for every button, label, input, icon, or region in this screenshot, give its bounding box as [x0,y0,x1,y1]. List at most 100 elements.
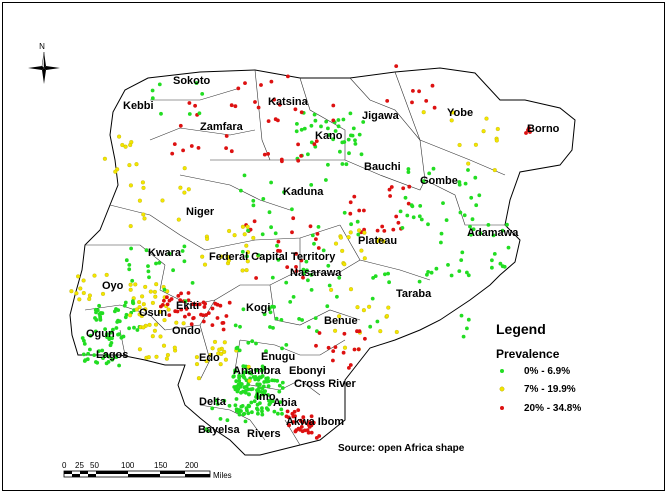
prevalence-point-mid [176,217,181,222]
prevalence-point-high [331,118,336,123]
prevalence-point-high [178,123,183,128]
prevalence-point-low [344,162,349,167]
prevalence-point-low [256,411,260,416]
prevalence-point-high [407,184,412,189]
prevalence-point-high [202,305,207,309]
prevalence-point-low [307,325,311,329]
prevalence-point-low [282,190,286,195]
prevalence-point-low [233,323,238,328]
prevalence-point-low [146,264,150,268]
prevalence-point-low [319,124,323,129]
prevalence-point-mid [338,235,343,240]
prevalence-point-mid [202,262,208,267]
prevalence-point-high [524,131,528,135]
prevalence-point-mid [342,345,348,350]
prevalence-point-low [243,419,248,424]
prevalence-point-high [296,142,300,147]
prevalence-point-low [214,398,219,403]
state-label-gombe: Gombe [420,175,458,187]
prevalence-point-low [490,258,494,263]
prevalence-point-mid [457,142,462,148]
prevalence-point-low [254,368,259,373]
prevalence-point-low [457,269,462,273]
prevalence-point-high [424,99,429,103]
prevalence-point-low [315,329,319,333]
prevalence-point-low [280,380,285,385]
prevalence-point-low [238,385,243,389]
prevalence-point-low [113,309,117,314]
prevalence-point-high [210,306,215,311]
prevalence-point-high [430,83,435,88]
state-label-sokoto: Sokoto [173,75,211,87]
prevalence-point-mid [143,307,148,312]
prevalence-point-low [458,210,463,215]
prevalence-point-high [411,89,415,93]
prevalence-point-low [276,258,281,262]
prevalence-point-mid [164,356,169,361]
prevalence-point-high [287,423,291,427]
prevalence-point-mid [466,161,471,166]
prevalence-point-high [224,314,229,318]
prevalence-point-mid [150,334,155,339]
prevalence-point-high [189,144,194,148]
prevalence-point-low [104,332,109,336]
prevalence-point-high [352,347,357,352]
prevalence-point-low [123,300,128,305]
prevalence-point-mid [222,349,227,354]
prevalence-point-low [115,320,120,324]
prevalence-point-mid [141,212,146,217]
prevalence-point-high [363,336,367,341]
prevalence-point-low [171,268,176,273]
prevalence-point-mid [140,294,145,299]
prevalence-point-mid [481,129,486,134]
prevalence-point-high [278,249,282,253]
prevalence-point-mid [102,156,107,161]
prevalence-point-low [295,122,299,126]
prevalence-point-high [310,421,315,426]
state-label-kano: Kano [315,130,343,142]
prevalence-point-mid [225,254,230,259]
prevalence-point-low [321,248,326,253]
prevalence-point-high [179,291,184,296]
prevalence-point-low [233,369,238,374]
prevalence-point-low [182,244,187,249]
state-label-delta: Delta [199,396,227,408]
prevalence-point-mid [100,291,106,296]
prevalence-point-mid [154,282,159,287]
prevalence-point-mid [361,308,366,313]
prevalence-point-low [425,272,429,277]
prevalence-point-mid [348,287,354,292]
prevalence-point-low [261,384,266,389]
prevalence-point-low [218,417,223,421]
prevalence-point-mid [381,239,386,244]
prevalence-point-mid [133,282,138,287]
state-label-fct: Federal Capital Territory [209,251,336,263]
prevalence-point-low [316,225,321,229]
prevalence-point-low [100,348,105,353]
prevalence-point-low [268,310,273,315]
prevalence-point-low [403,195,408,200]
prevalence-point-high [167,313,172,317]
prevalence-point-high [189,322,194,327]
prevalence-point-high [290,411,295,416]
prevalence-point-low [457,180,462,184]
state-label-zamfara: Zamfara [200,121,244,133]
prevalence-point-low [398,209,403,214]
prevalence-point-low [162,287,167,292]
prevalence-point-high [301,420,306,424]
prevalence-point-low [371,276,375,280]
state-label-imo: Imo [256,391,276,403]
prevalence-point-low [383,272,387,277]
prevalence-point-mid [367,304,372,309]
prevalence-point-high [215,316,220,320]
prevalence-point-mid [182,166,187,171]
prevalence-point-mid [148,289,153,294]
prevalence-point-low [260,368,264,373]
prevalence-point-high [291,420,296,424]
prevalence-point-low [505,222,509,227]
prevalence-point-mid [342,262,347,267]
prevalence-point-low [267,210,272,215]
prevalence-point-high [356,347,361,352]
prevalence-point-low [242,411,247,416]
prevalence-point-low [419,217,424,222]
